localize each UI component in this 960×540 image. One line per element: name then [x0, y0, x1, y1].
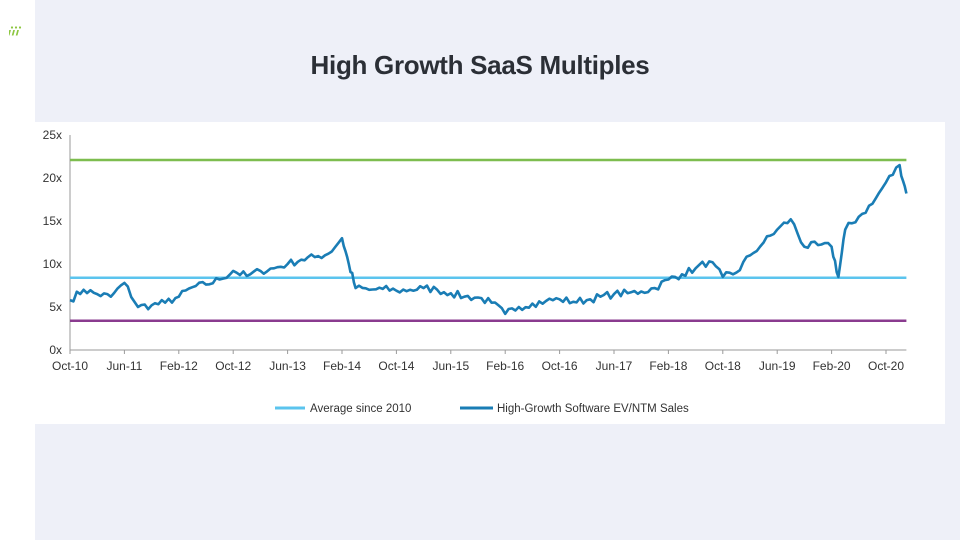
y-tick-label: 10x [43, 257, 62, 271]
x-tick-label: Feb-14 [323, 359, 361, 373]
legend-label-high-growth: High-Growth Software EV/NTM Sales [497, 403, 689, 415]
y-tick-label: 15x [43, 214, 62, 228]
x-tick-label: Jun-11 [106, 359, 142, 373]
x-tick-label: Feb-18 [649, 359, 687, 373]
legend: Average since 2010 High-Growth Software E… [275, 403, 689, 415]
series-layer [69, 163, 908, 316]
x-tick-label: Jun-17 [596, 359, 633, 373]
x-tick-label: Jun-15 [432, 359, 469, 373]
y-tick-label: 20x [43, 171, 62, 185]
chart-panel: 0x 5x 10x 15x 20x 25x Oct-10 Jun-11 Feb-12 Oct-1… [35, 122, 945, 424]
reference-lines [70, 158, 907, 323]
x-tick-label: Jun-13 [269, 359, 306, 373]
series-line-high-growth-software [69, 163, 908, 316]
x-tick-label: Oct-14 [378, 359, 414, 373]
y-tick-label: 25x [43, 128, 62, 142]
x-tick-label: Oct-20 [868, 359, 904, 373]
x-tick-label: Feb-16 [486, 359, 524, 373]
x-tick-label: Oct-18 [705, 359, 741, 373]
logo-icon [9, 26, 22, 36]
x-tick-label: Feb-12 [160, 359, 198, 373]
legend-label-average: Average since 2010 [310, 403, 411, 415]
x-tick-label: Oct-16 [542, 359, 578, 373]
y-axis: 0x 5x 10x 15x 20x 25x [43, 128, 71, 357]
x-tick-label: Oct-10 [52, 359, 88, 373]
x-tick-label: Feb-20 [813, 359, 851, 373]
y-tick-label: 5x [49, 300, 62, 314]
y-tick-label: 0x [49, 343, 62, 357]
x-axis: Oct-10 Jun-11 Feb-12 Oct-12 Jun-13 Feb-14 Oct-… [52, 349, 907, 373]
x-tick-label: Oct-12 [215, 359, 251, 373]
x-tick-label: Jun-19 [759, 359, 796, 373]
slide-title: High Growth SaaS Multiples [310, 50, 650, 80]
